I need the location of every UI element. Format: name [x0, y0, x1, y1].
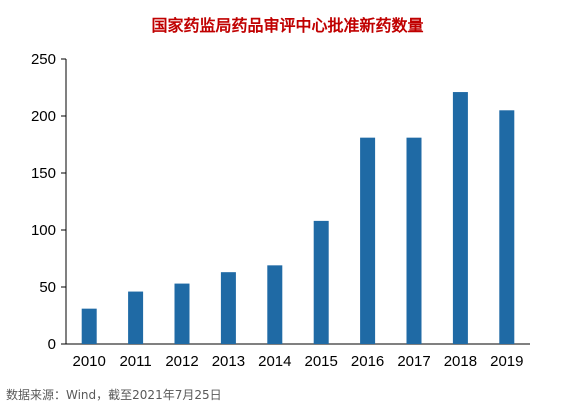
bar-2014: [267, 265, 283, 344]
bar-2015: [313, 220, 329, 344]
bar-2018: [452, 92, 468, 344]
bar-2011: [128, 291, 144, 344]
x-tick-label: 2010: [73, 353, 106, 370]
y-tick-label: 0: [48, 336, 56, 353]
y-tick-label: 150: [31, 165, 56, 182]
x-tick-label: 2014: [258, 353, 291, 370]
x-tick-label: 2016: [351, 353, 384, 370]
x-tick-label: 2015: [305, 353, 338, 370]
bar-2010: [81, 308, 97, 344]
y-tick-label: 250: [31, 51, 56, 68]
x-tick-label: 2011: [119, 353, 151, 370]
x-tick-label: 2017: [397, 353, 430, 370]
x-tick-label: 2012: [165, 353, 198, 370]
y-tick-label: 200: [31, 108, 56, 125]
x-tick-label: 2019: [490, 353, 523, 370]
bar-2017: [406, 137, 422, 344]
source-note: 数据来源：Wind，截至2021年7月25日: [6, 388, 222, 402]
y-tick-label: 100: [31, 222, 56, 239]
bar-2013: [220, 272, 236, 344]
bar-2012: [174, 283, 190, 344]
x-tick-label: 2013: [212, 353, 245, 370]
chart-title: 国家药监局药品审评中心批准新药数量: [151, 16, 424, 35]
y-tick-label: 50: [39, 279, 56, 296]
x-tick-label: 2018: [444, 353, 477, 370]
bar-2016: [360, 137, 376, 344]
bar-2019: [499, 110, 515, 344]
